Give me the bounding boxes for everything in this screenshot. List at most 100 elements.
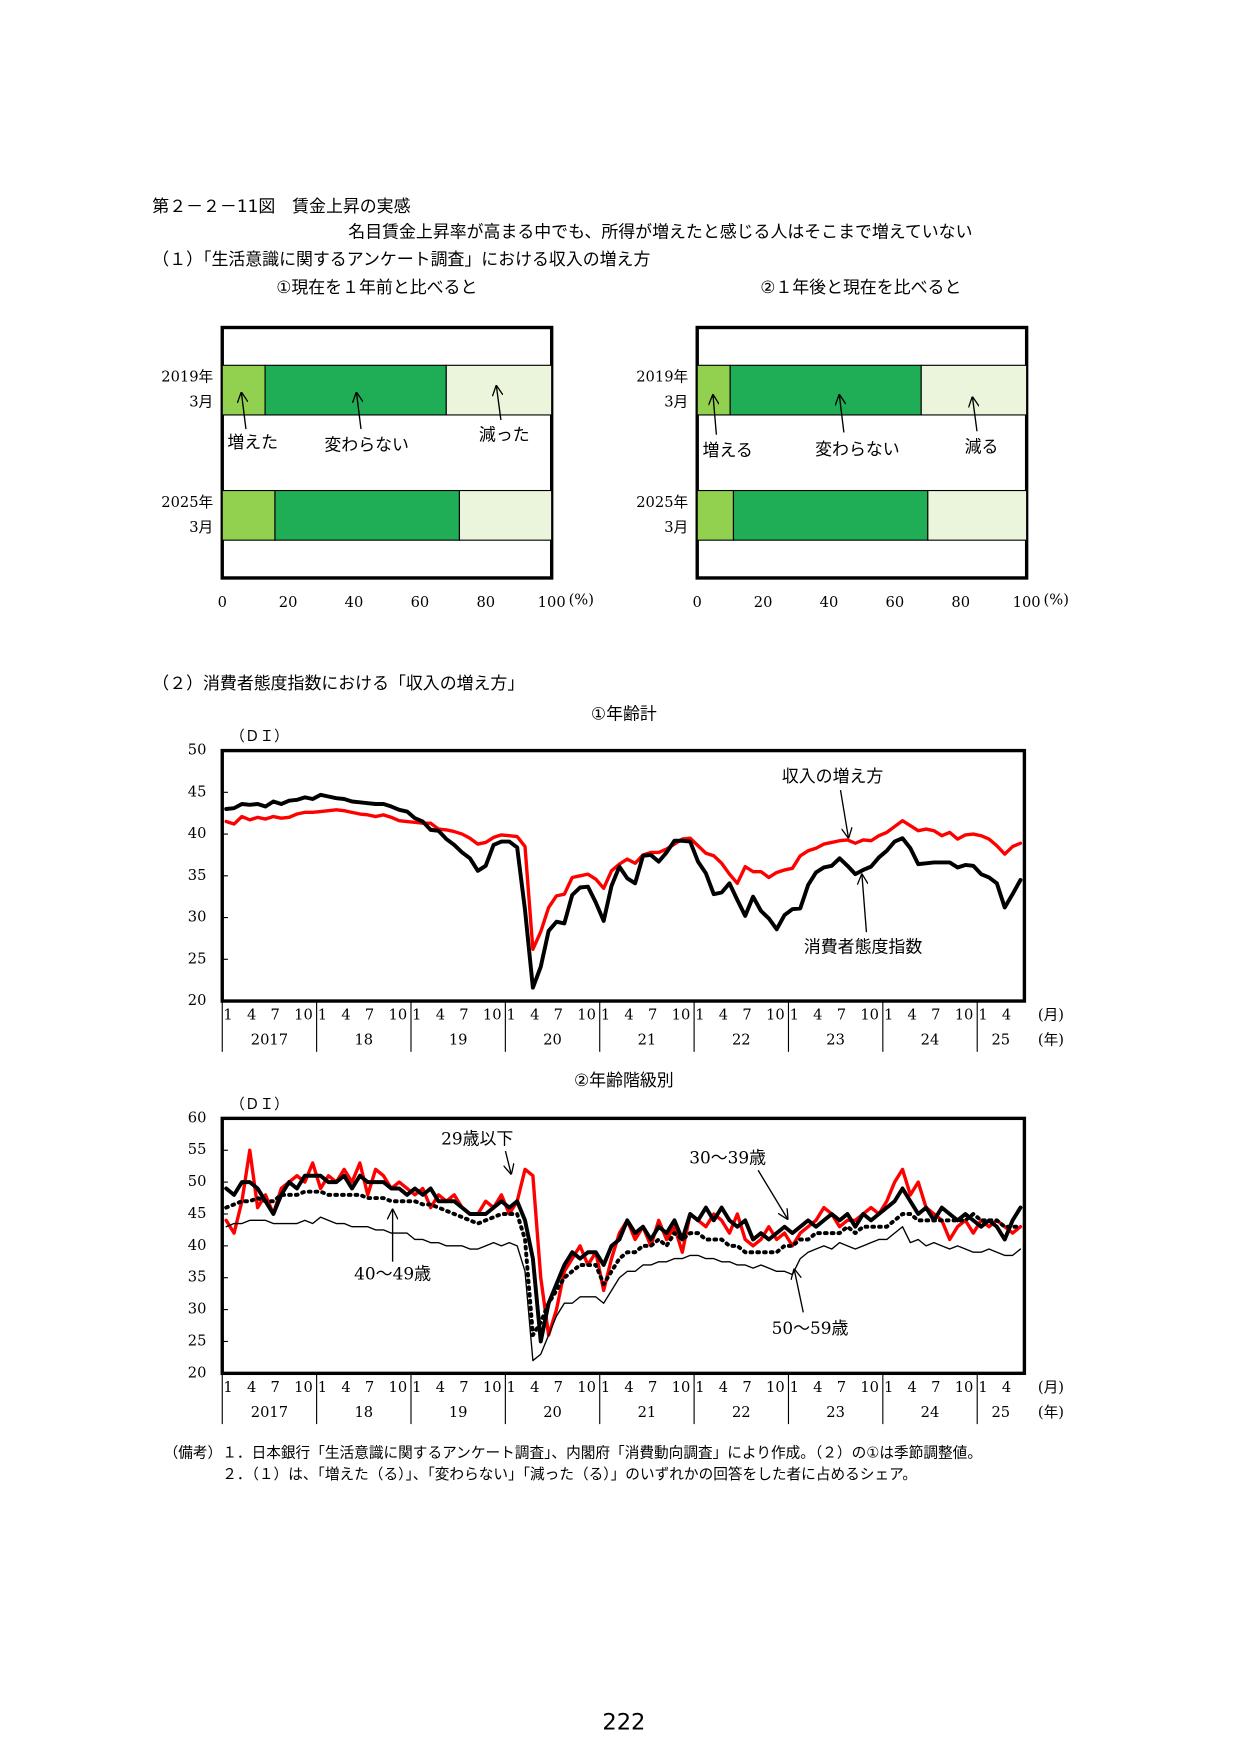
- annotation-arrow: [972, 397, 977, 432]
- series-line: [224, 1189, 1023, 1338]
- year-label: 2017: [251, 1032, 288, 1049]
- x-tick-label: 1: [978, 1379, 987, 1396]
- annotation-arrow: [862, 875, 867, 933]
- x-tick-label: 1: [695, 1007, 704, 1024]
- x-tick-label: 7: [365, 1379, 374, 1396]
- x-tick-label: 10: [672, 1379, 691, 1396]
- x-tick-label: 40: [345, 594, 364, 611]
- year-label: 19: [449, 1032, 468, 1049]
- x-tick-label: 7: [459, 1379, 468, 1396]
- series-line: [224, 792, 1023, 990]
- x-tick-label: 4: [247, 1007, 256, 1024]
- x-tick-label: 7: [554, 1007, 563, 1024]
- x-tick-label: 10: [860, 1379, 879, 1396]
- x-tick-label: 7: [459, 1007, 468, 1024]
- y-axis-label: （ＤＩ）: [230, 1096, 289, 1113]
- category-label: 2025年: [161, 494, 213, 511]
- series-label: 減る: [965, 437, 999, 457]
- x-tick-label: 4: [1002, 1379, 1011, 1396]
- y-axis-label: （ＤＩ）: [230, 728, 289, 745]
- y-tick-label: 55: [188, 1141, 207, 1158]
- x-tick-label: 10: [483, 1379, 502, 1396]
- x-tick-label: 10: [483, 1007, 502, 1024]
- y-tick-label: 40: [188, 825, 207, 842]
- x-tick-label: 7: [271, 1379, 280, 1396]
- year-label: 22: [732, 1032, 751, 1049]
- y-tick-label: 45: [188, 783, 207, 800]
- x-tick-label: 7: [648, 1007, 657, 1024]
- bar-segment: [732, 489, 929, 541]
- y-tick-label: 25: [188, 950, 207, 967]
- x-tick-label: 100: [1013, 594, 1041, 611]
- series-line: [224, 808, 1023, 951]
- x-unit: (%): [569, 592, 594, 609]
- x-tick-label: 1: [790, 1007, 799, 1024]
- annotation-arrow: [713, 395, 716, 435]
- year-label: 22: [732, 1404, 751, 1421]
- x-tick-label: 1: [223, 1379, 232, 1396]
- x-tick-label: 1: [223, 1007, 232, 1024]
- y-tick-label: 50: [188, 742, 207, 759]
- year-label: 24: [921, 1404, 940, 1421]
- x-tick-label: 7: [648, 1379, 657, 1396]
- series-label: 30〜39歳: [689, 1147, 766, 1167]
- x-unit: (%): [1044, 592, 1069, 609]
- x-tick-label: 4: [624, 1379, 633, 1396]
- year-label: 19: [449, 1404, 468, 1421]
- year-label: 25: [991, 1032, 1010, 1049]
- chart-title: ②年齢階級別: [574, 1070, 674, 1090]
- note: １．日本銀行「生活意識に関するアンケート調査」、内閣府「消費動向調査」により作成…: [222, 1444, 982, 1461]
- x-tick-label: 0: [693, 594, 702, 611]
- x-tick-label: 10: [389, 1379, 408, 1396]
- figure-subtitle: 名目賃金上昇率が高まる中でも、所得が増えたと感じる人はそこまで増えていない: [348, 222, 972, 242]
- x-tick-label: 10: [860, 1007, 879, 1024]
- year-unit: (年): [1038, 1404, 1064, 1421]
- x-tick-label: 1: [318, 1379, 327, 1396]
- x-tick-label: 4: [341, 1379, 350, 1396]
- x-tick-label: 7: [365, 1007, 374, 1024]
- x-tick-label: 10: [389, 1007, 408, 1024]
- y-tick-label: 50: [188, 1173, 207, 1190]
- x-tick-label: 7: [837, 1007, 846, 1024]
- x-tick-label: 1: [978, 1007, 987, 1024]
- y-tick-label: 35: [188, 867, 207, 884]
- x-tick-label: 1: [318, 1007, 327, 1024]
- series-line: [225, 1216, 1022, 1362]
- x-tick-label: 1: [884, 1379, 893, 1396]
- year-label: 21: [638, 1032, 657, 1049]
- x-tick-label: 20: [279, 594, 298, 611]
- series-label: 29歳以下: [441, 1128, 513, 1148]
- y-tick-label: 20: [188, 992, 207, 1009]
- x-tick-label: 80: [951, 594, 970, 611]
- category-label: 3月: [664, 394, 688, 411]
- year-label: 18: [354, 1032, 373, 1049]
- series-label: 40〜49歳: [354, 1264, 431, 1284]
- x-tick-label: 4: [908, 1007, 917, 1024]
- bar-segment: [696, 489, 735, 541]
- x-tick-label: 0: [218, 594, 227, 611]
- annotation-arrow: [839, 789, 848, 837]
- bar-segment: [729, 364, 922, 416]
- chart-title: ①現在を１年前と比べると: [276, 277, 477, 297]
- x-tick-label: 1: [601, 1007, 610, 1024]
- year-label: 2017: [251, 1404, 288, 1421]
- annotation-arrow: [496, 386, 501, 421]
- x-tick-label: 80: [476, 594, 495, 611]
- x-tick-label: 4: [719, 1379, 728, 1396]
- x-tick-label: 10: [766, 1007, 785, 1024]
- category-label: 3月: [189, 519, 213, 536]
- x-tick-label: 4: [719, 1007, 728, 1024]
- x-tick-label: 4: [247, 1379, 256, 1396]
- series-label: 増える: [703, 440, 753, 460]
- x-unit: (月): [1038, 1007, 1064, 1024]
- annotation-arrow: [241, 393, 246, 430]
- notes-label: （備考）: [164, 1444, 223, 1461]
- x-tick-label: 1: [695, 1379, 704, 1396]
- chart-title: ①年齢計: [591, 703, 657, 723]
- x-tick-label: 1: [601, 1379, 610, 1396]
- x-tick-label: 1: [412, 1007, 421, 1024]
- x-tick-label: 7: [931, 1379, 940, 1396]
- figure-title: 第２－２－11図 賃金上昇の実感: [152, 196, 410, 216]
